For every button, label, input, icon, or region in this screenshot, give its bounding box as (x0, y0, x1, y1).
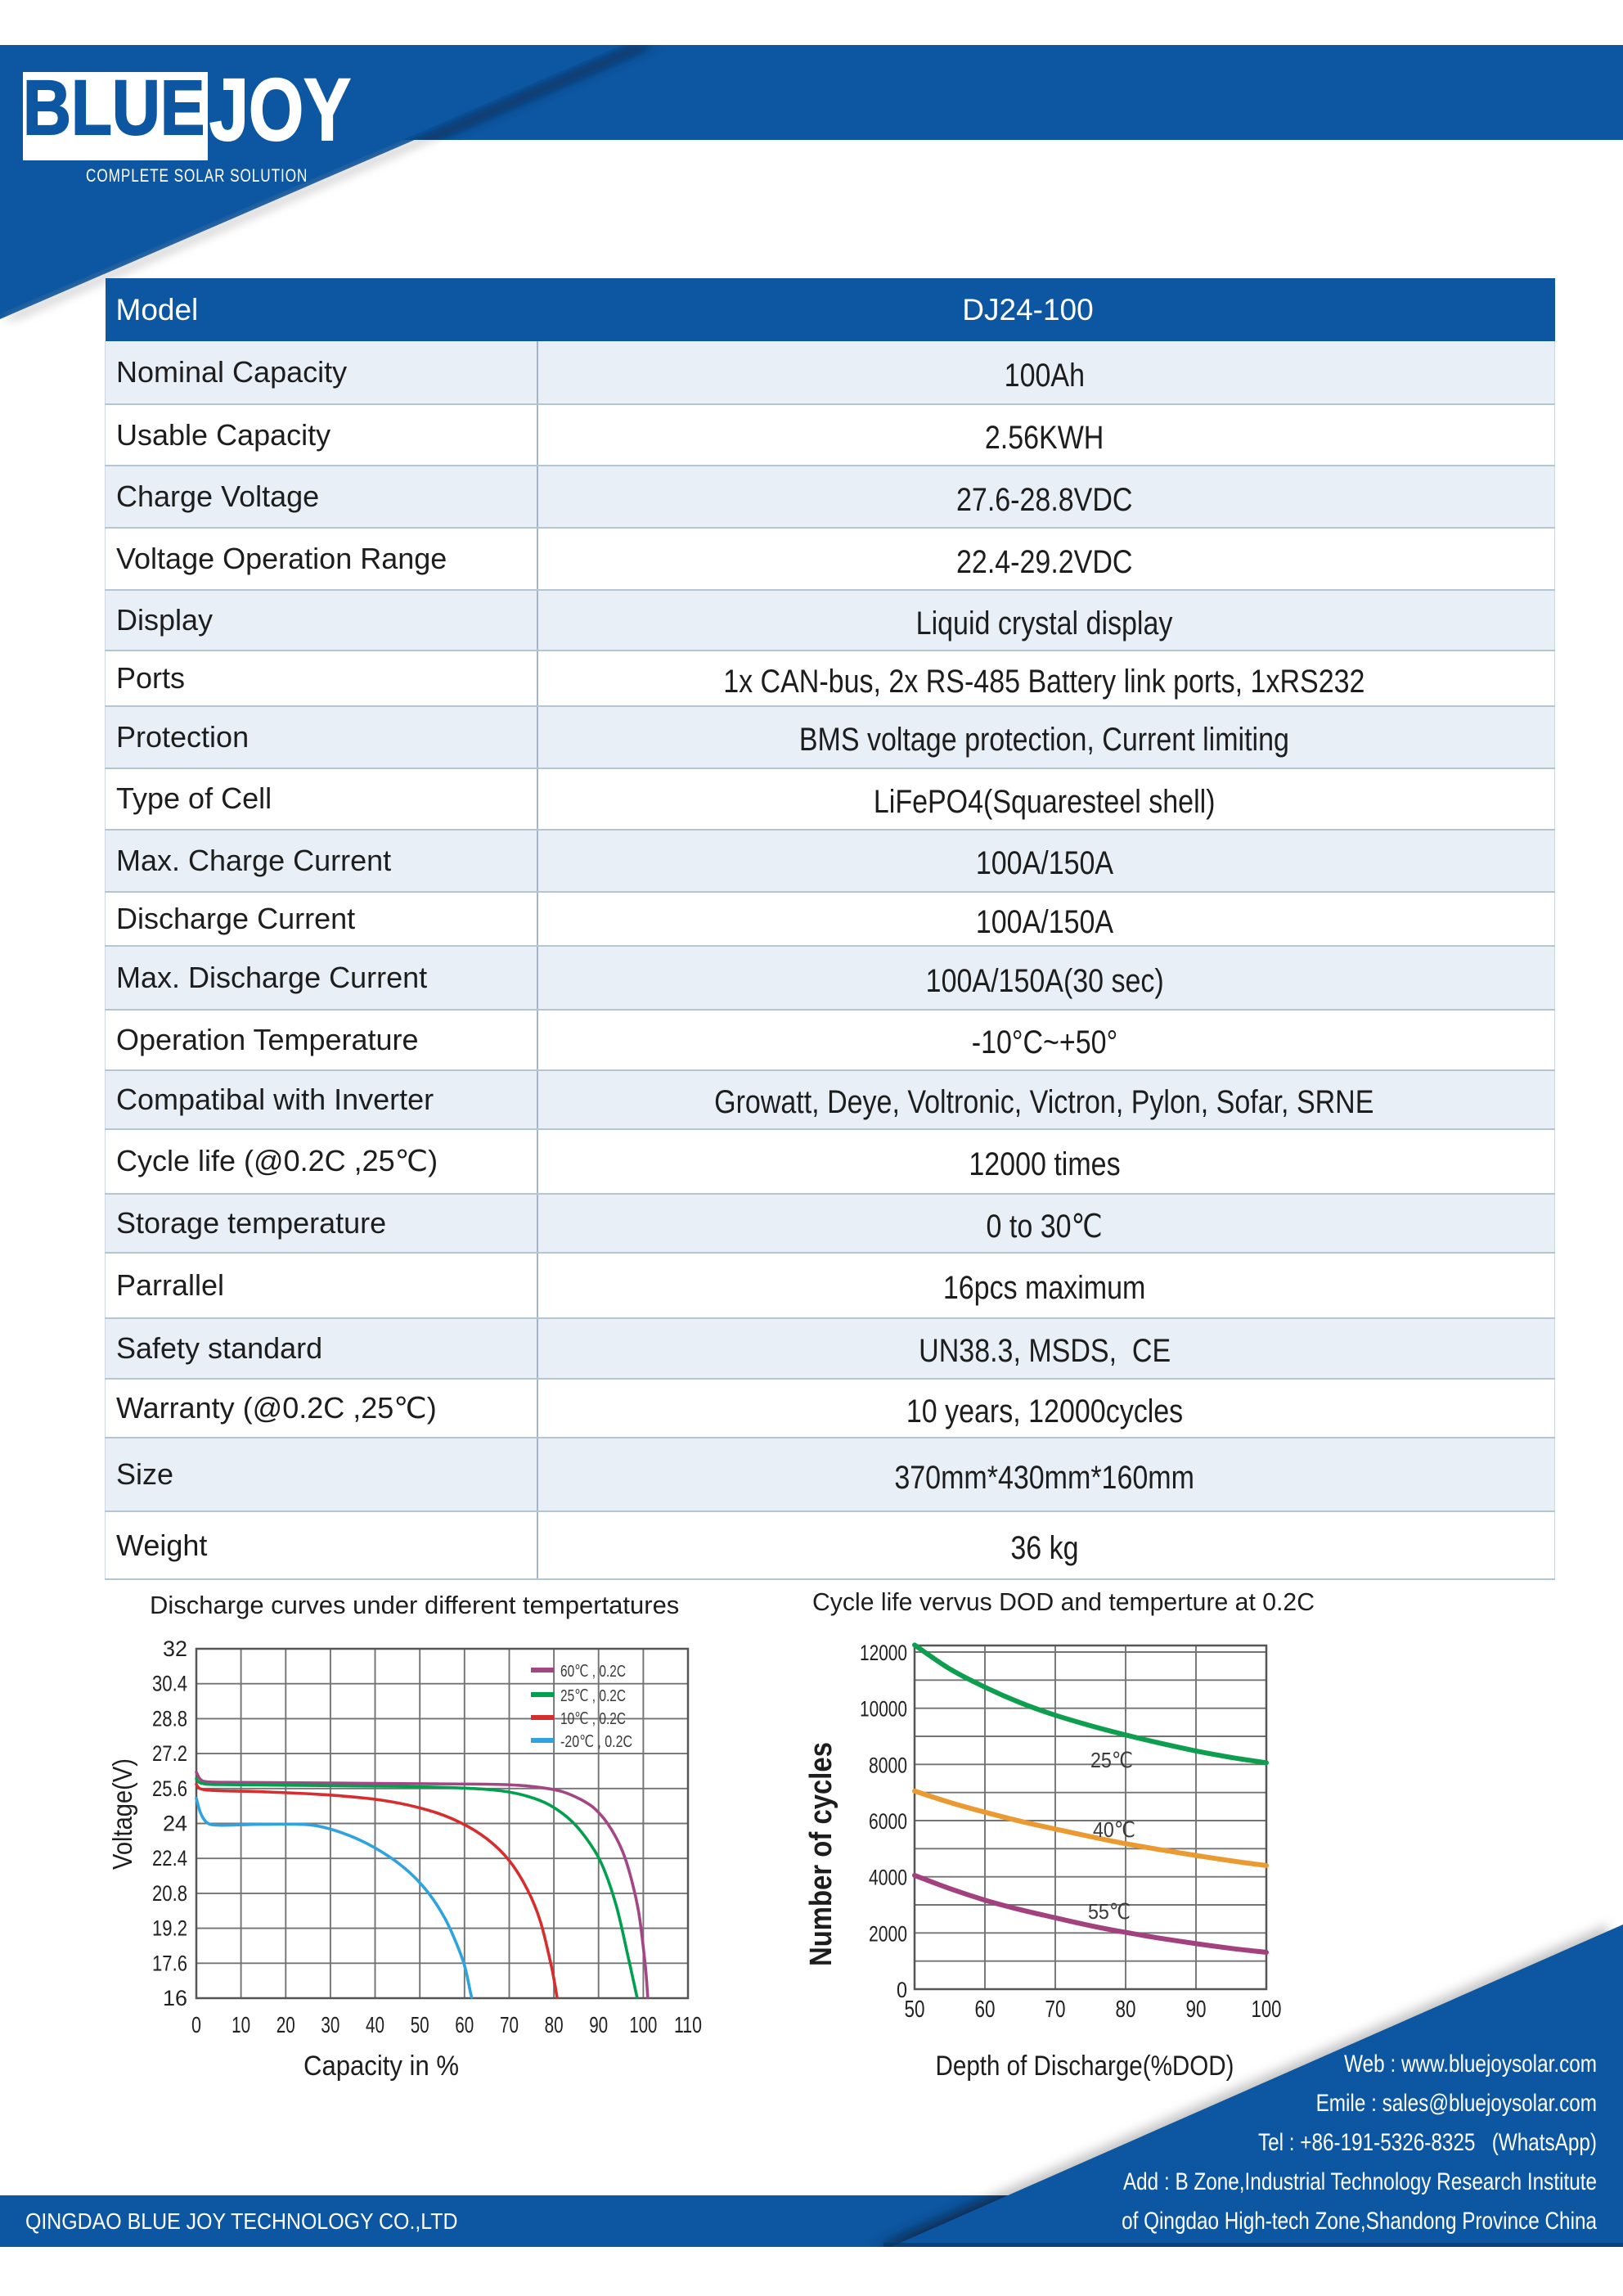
svg-text:110: 110 (674, 2012, 702, 2037)
svg-text:25.6: 25.6 (152, 1776, 187, 1801)
svg-text:70: 70 (1045, 1997, 1066, 2023)
svg-text:17.6: 17.6 (152, 1951, 187, 1975)
svg-text:55℃: 55℃ (1088, 1899, 1131, 1924)
svg-text:90: 90 (589, 2012, 608, 2037)
svg-text:60℃ , 0.2C: 60℃ , 0.2C (560, 1663, 626, 1681)
svg-text:Number of cycles: Number of cycles (804, 1742, 838, 1966)
svg-text:0: 0 (191, 2012, 201, 2037)
svg-text:50: 50 (905, 1997, 925, 2023)
svg-text:32: 32 (163, 1636, 187, 1661)
svg-text:80: 80 (545, 2012, 564, 2037)
svg-text:90: 90 (1186, 1997, 1207, 2023)
svg-text:2000: 2000 (869, 1921, 907, 1946)
svg-text:16: 16 (163, 1986, 187, 2010)
svg-text:50: 50 (411, 2012, 429, 2037)
svg-text:70: 70 (500, 2012, 519, 2037)
svg-text:20: 20 (276, 2012, 295, 2037)
svg-text:25℃: 25℃ (1090, 1748, 1133, 1772)
svg-text:-20℃ , 0.2C: -20℃ , 0.2C (560, 1733, 632, 1751)
svg-text:60: 60 (455, 2012, 474, 2037)
svg-text:25℃ , 0.2C: 25℃ , 0.2C (560, 1687, 626, 1705)
svg-text:Voltage(V): Voltage(V) (107, 1758, 137, 1870)
svg-text:Discharge curves under differe: Discharge curves under different tempert… (150, 1591, 679, 1619)
svg-text:27.2: 27.2 (152, 1741, 187, 1766)
svg-text:80: 80 (1116, 1997, 1136, 2023)
svg-text:20.8: 20.8 (152, 1881, 187, 1906)
svg-text:22.4: 22.4 (152, 1846, 187, 1871)
svg-text:Depth of Discharge(%DOD): Depth of Discharge(%DOD) (936, 2051, 1234, 2082)
svg-text:4000: 4000 (869, 1866, 907, 1890)
svg-text:24: 24 (163, 1812, 187, 1836)
svg-text:Capacity in %: Capacity in % (303, 2051, 459, 2082)
svg-text:8000: 8000 (869, 1753, 907, 1777)
svg-text:30.4: 30.4 (152, 1672, 187, 1696)
svg-text:40: 40 (366, 2012, 384, 2037)
svg-text:100: 100 (1252, 1997, 1282, 2023)
svg-text:60: 60 (975, 1997, 996, 2023)
svg-text:10000: 10000 (860, 1697, 907, 1722)
svg-text:28.8: 28.8 (152, 1706, 187, 1731)
svg-text:Cycle life vervus DOD and temp: Cycle life vervus DOD and temperture at … (812, 1587, 1315, 1616)
svg-text:10℃ , 0.2C: 10℃ , 0.2C (560, 1710, 626, 1728)
svg-text:10: 10 (232, 2012, 250, 2037)
svg-text:12000: 12000 (860, 1641, 907, 1665)
svg-text:40℃: 40℃ (1093, 1817, 1135, 1842)
svg-text:0: 0 (897, 1978, 907, 2002)
svg-text:19.2: 19.2 (152, 1916, 187, 1941)
svg-text:30: 30 (321, 2012, 339, 2037)
svg-text:100: 100 (629, 2012, 657, 2037)
svg-text:6000: 6000 (869, 1809, 907, 1834)
